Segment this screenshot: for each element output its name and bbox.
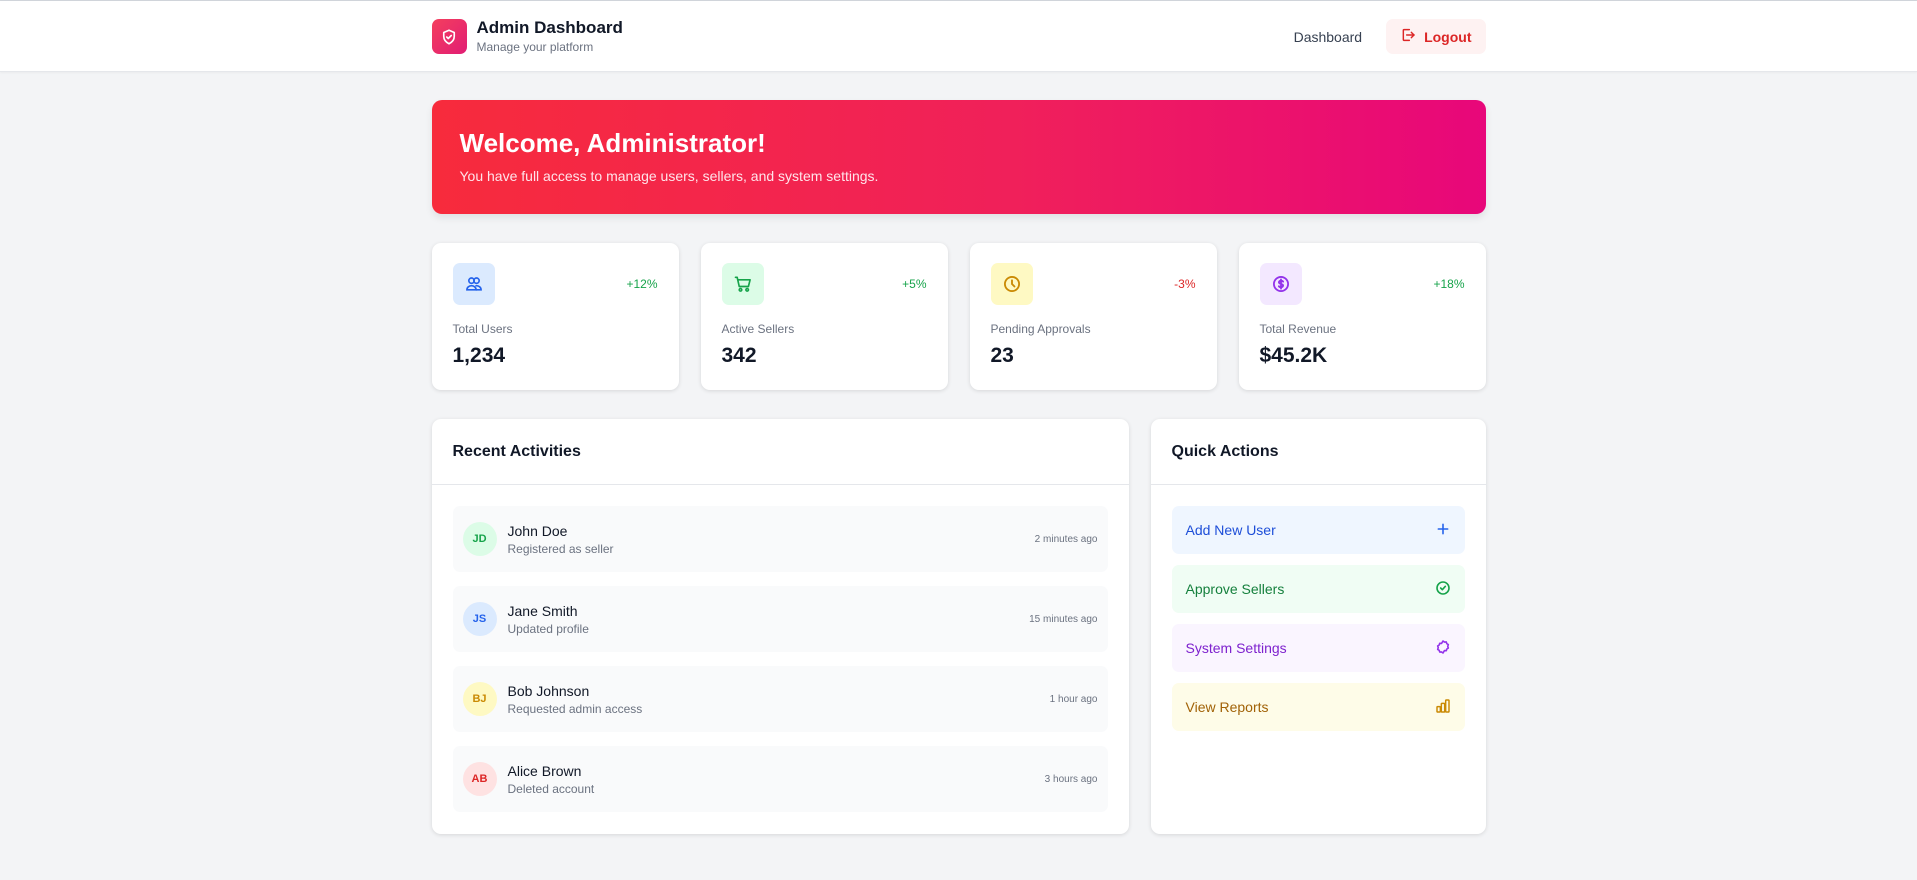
- activity-item[interactable]: BJ Bob Johnson Requested admin access 1 …: [452, 666, 1108, 732]
- activity-description: Updated profile: [507, 621, 589, 636]
- plus-icon: [1435, 521, 1451, 540]
- activity-time: 15 minutes ago: [1029, 613, 1098, 625]
- activity-user-name: Jane Smith: [507, 602, 578, 619]
- avatar: AB: [462, 762, 497, 796]
- recent-activities-panel: Recent Activities JD John Doe Registered…: [431, 419, 1129, 834]
- activity-user-name: Alice Brown: [507, 762, 582, 779]
- app-subtitle: Manage your platform: [476, 39, 594, 54]
- avatar: JS: [462, 602, 497, 636]
- view-reports-button[interactable]: View Reports: [1171, 683, 1465, 731]
- activity-description: Deleted account: [507, 781, 595, 796]
- panel-title: Recent Activities: [431, 419, 1129, 485]
- dollar-icon: [1259, 263, 1302, 305]
- gear-icon: [1435, 639, 1451, 658]
- activity-item[interactable]: AB Alice Brown Deleted account 3 hours a…: [452, 746, 1108, 812]
- users-icon: [452, 263, 495, 305]
- action-label: Add New User: [1185, 522, 1276, 538]
- stat-label: Total Users: [452, 322, 513, 336]
- action-label: System Settings: [1185, 640, 1287, 656]
- action-label: Approve Sellers: [1185, 581, 1285, 597]
- activity-time: 2 minutes ago: [1034, 533, 1098, 545]
- stat-card-pending-approvals: -3% Pending Approvals 23: [969, 243, 1217, 390]
- activity-user-name: Bob Johnson: [507, 682, 590, 699]
- activity-time: 1 hour ago: [1049, 693, 1098, 705]
- stat-card-active-sellers: +5% Active Sellers 342: [700, 243, 948, 390]
- stat-value: 342: [721, 344, 757, 367]
- bar-chart-icon: [1435, 698, 1451, 717]
- logout-label: Logout: [1424, 28, 1472, 45]
- add-new-user-button[interactable]: Add New User: [1171, 506, 1465, 554]
- stat-card-total-revenue: +18% Total Revenue $45.2K: [1238, 243, 1486, 390]
- activity-user-name: John Doe: [507, 522, 568, 539]
- welcome-subtitle: You have full access to manage users, se…: [459, 168, 879, 184]
- main-content: Welcome, Administrator! You have full ac…: [431, 100, 1486, 834]
- stat-change: +12%: [626, 277, 658, 291]
- stat-change: +18%: [1433, 277, 1465, 291]
- lower-section: Recent Activities JD John Doe Registered…: [431, 419, 1486, 834]
- clock-icon: [990, 263, 1033, 305]
- stat-value: 23: [990, 344, 1014, 367]
- welcome-title: Welcome, Administrator!: [459, 128, 766, 158]
- logout-button[interactable]: Logout: [1386, 19, 1486, 54]
- brand: Admin Dashboard Manage your platform: [431, 17, 623, 56]
- panel-title: Quick Actions: [1150, 419, 1486, 485]
- avatar: JD: [462, 522, 497, 556]
- stat-label: Pending Approvals: [990, 322, 1091, 336]
- stat-label: Active Sellers: [721, 322, 795, 336]
- activity-description: Registered as seller: [507, 541, 614, 556]
- stat-value: $45.2K: [1259, 344, 1328, 367]
- stats-row: +12% Total Users 1,234 +5% Active Seller…: [431, 243, 1486, 390]
- activity-item[interactable]: JD John Doe Registered as seller 2 minut…: [452, 506, 1108, 572]
- app-title: Admin Dashboard: [476, 17, 623, 37]
- activity-time: 3 hours ago: [1044, 773, 1098, 785]
- stat-value: 1,234: [452, 344, 506, 367]
- stat-label: Total Revenue: [1259, 322, 1337, 336]
- top-navbar: Admin Dashboard Manage your platform Das…: [0, 1, 1917, 72]
- avatar: BJ: [462, 682, 497, 716]
- system-settings-button[interactable]: System Settings: [1171, 624, 1465, 672]
- logout-icon: [1400, 27, 1416, 46]
- shield-check-icon: [431, 19, 467, 54]
- activity-description: Requested admin access: [507, 701, 643, 716]
- check-circle-icon: [1435, 580, 1451, 599]
- action-label: View Reports: [1185, 699, 1269, 715]
- stat-card-total-users: +12% Total Users 1,234: [431, 243, 679, 390]
- stat-change: +5%: [902, 277, 927, 291]
- top-nav: Dashboard Logout: [1294, 19, 1486, 54]
- activity-item[interactable]: JS Jane Smith Updated profile 15 minutes…: [452, 586, 1108, 652]
- quick-actions-panel: Quick Actions Add New User Approve Selle…: [1150, 419, 1486, 834]
- welcome-banner: Welcome, Administrator! You have full ac…: [431, 100, 1486, 214]
- nav-dashboard-link[interactable]: Dashboard: [1293, 28, 1363, 45]
- shopping-cart-icon: [721, 263, 764, 305]
- approve-sellers-button[interactable]: Approve Sellers: [1171, 565, 1465, 613]
- stat-change: -3%: [1174, 277, 1196, 291]
